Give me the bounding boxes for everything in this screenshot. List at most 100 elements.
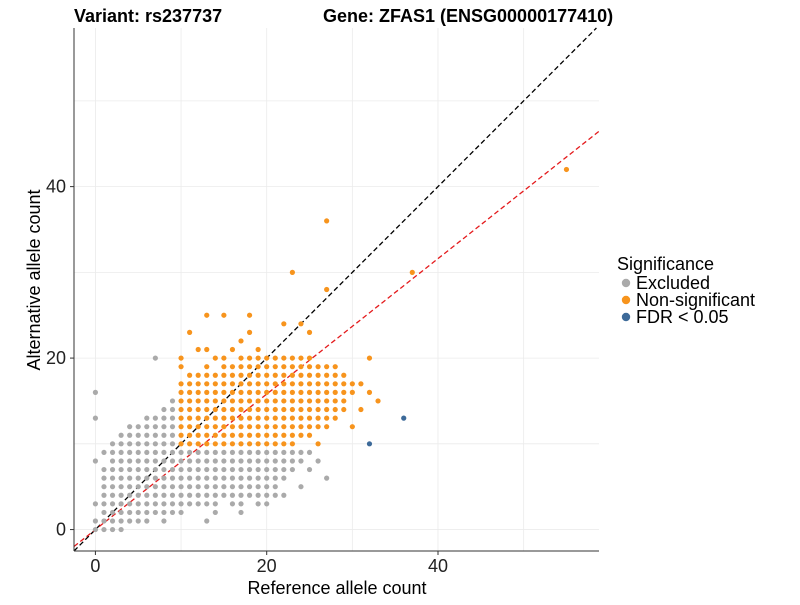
data-point-excluded [161, 484, 167, 490]
data-point-excluded [144, 484, 150, 490]
data-point-non-significant [332, 398, 338, 404]
legend-title: Significance [617, 254, 714, 274]
data-point-excluded [118, 458, 124, 464]
data-point-non-significant [238, 389, 244, 395]
data-point-non-significant [289, 406, 295, 413]
data-point-non-significant [324, 364, 330, 370]
data-point-excluded [229, 501, 236, 507]
data-point-non-significant [229, 415, 236, 421]
data-point-non-significant [187, 415, 193, 421]
data-point-non-significant [212, 406, 218, 413]
data-point-excluded [169, 501, 176, 507]
data-point-excluded [272, 492, 278, 498]
data-point-non-significant [366, 389, 373, 395]
y-tick-label: 0 [56, 520, 66, 540]
grid [74, 28, 599, 551]
data-point-non-significant [187, 381, 193, 387]
y-axis-title: Alternative allele count [24, 189, 44, 370]
data-point-non-significant [246, 406, 253, 413]
data-point-non-significant [289, 372, 295, 378]
data-point-non-significant [229, 364, 236, 370]
data-point-non-significant [238, 338, 244, 344]
data-point-non-significant [298, 398, 304, 404]
data-point-non-significant [264, 406, 270, 413]
data-point-non-significant [298, 406, 304, 413]
data-point-excluded [255, 466, 261, 473]
data-point-excluded [195, 458, 201, 464]
data-point-excluded [109, 449, 116, 456]
data-point-excluded [306, 466, 313, 473]
data-point-excluded [135, 441, 141, 447]
data-points [92, 166, 570, 533]
data-point-non-significant [178, 389, 184, 395]
data-point-excluded [101, 484, 107, 490]
data-point-excluded [152, 484, 158, 490]
data-point-excluded [212, 466, 218, 473]
data-point-excluded [264, 458, 270, 464]
data-point-excluded [169, 398, 176, 404]
data-point-non-significant [315, 406, 321, 413]
data-point-non-significant [255, 406, 261, 413]
data-point-non-significant [409, 269, 415, 275]
legend-swatch [621, 312, 631, 322]
data-point-excluded [246, 449, 253, 456]
data-point-non-significant [272, 415, 278, 421]
data-point-non-significant [238, 372, 244, 378]
data-point-excluded [178, 484, 184, 490]
data-point-non-significant [264, 398, 270, 404]
data-point-non-significant [375, 398, 381, 404]
data-point-non-significant [264, 364, 270, 370]
data-point-excluded [101, 492, 107, 498]
data-point-non-significant [178, 355, 184, 361]
data-point-non-significant [204, 372, 210, 378]
data-point-non-significant [195, 372, 201, 378]
data-point-non-significant [255, 355, 261, 361]
data-point-excluded [144, 424, 150, 430]
data-point-non-significant [187, 372, 193, 378]
data-point-non-significant [264, 415, 270, 421]
data-point-non-significant [221, 398, 227, 404]
data-point-non-significant [221, 406, 227, 413]
data-point-excluded [229, 449, 236, 456]
data-point-non-significant [306, 389, 313, 395]
data-point-non-significant [178, 424, 184, 430]
data-point-non-significant [324, 398, 330, 404]
data-point-non-significant [315, 372, 321, 378]
data-point-non-significant [204, 389, 210, 395]
data-point-excluded [246, 466, 253, 473]
data-point-excluded [169, 466, 176, 473]
data-point-excluded [255, 449, 261, 456]
x-tick-label: 40 [428, 556, 448, 576]
data-point-non-significant [264, 441, 270, 447]
data-point-excluded [152, 424, 158, 430]
data-point-excluded [212, 458, 218, 464]
data-point-non-significant [315, 381, 321, 387]
data-point-non-significant [272, 372, 278, 378]
data-point-excluded [161, 509, 167, 516]
data-point-non-significant [341, 406, 347, 413]
data-point-non-significant [246, 424, 253, 430]
data-point-non-significant [212, 381, 218, 387]
data-point-non-significant [306, 424, 313, 430]
data-point-non-significant [281, 372, 287, 378]
data-point-non-significant [221, 432, 227, 438]
data-point-excluded [204, 449, 210, 456]
data-point-non-significant [195, 441, 201, 447]
data-point-non-significant [272, 364, 278, 370]
data-point-non-significant [221, 381, 227, 387]
data-point-excluded [109, 458, 116, 464]
data-point-non-significant [187, 329, 193, 335]
data-point-excluded [144, 441, 150, 447]
data-point-excluded [152, 466, 158, 473]
data-point-non-significant [187, 406, 193, 413]
data-point-non-significant [255, 424, 261, 430]
data-point-non-significant [324, 381, 330, 387]
data-point-excluded [101, 501, 107, 507]
data-point-excluded [195, 475, 201, 481]
data-point-excluded [187, 475, 193, 481]
data-point-non-significant [281, 415, 287, 421]
data-point-non-significant [563, 166, 570, 173]
data-point-non-significant [221, 424, 227, 430]
data-point-excluded [315, 458, 321, 464]
data-point-excluded [152, 355, 158, 361]
